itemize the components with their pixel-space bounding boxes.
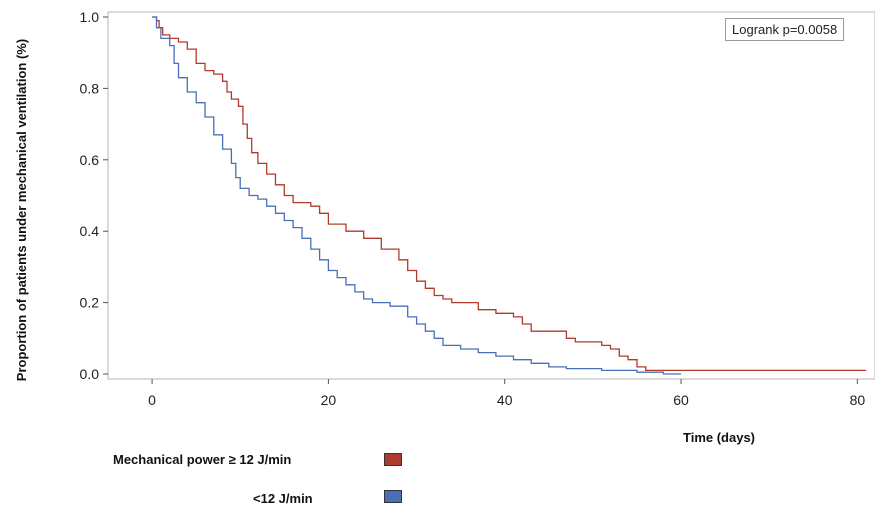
- x-tick-label: 80: [850, 392, 866, 408]
- y-axis-label: Proportion of patients under mechanical …: [14, 38, 29, 382]
- legend-label-high-power: Mechanical power ≥ 12 J/min: [113, 452, 292, 467]
- y-tick-label: 0.4: [80, 223, 100, 239]
- y-tick-label: 0.8: [80, 80, 100, 96]
- series-line-high-power: [152, 16, 867, 372]
- series-line-low-power: [152, 16, 681, 375]
- y-tick-label: 0.6: [80, 152, 100, 168]
- y-tick-label: 0.0: [80, 366, 100, 382]
- legend-label-low-power: <12 J/min: [253, 491, 313, 506]
- series-layer: [152, 16, 867, 375]
- x-tick-label: 20: [321, 392, 337, 408]
- y-tick-label: 0.2: [80, 295, 100, 311]
- y-axis-ticks: 0.0 0.2 0.4 0.6 0.8 1.0: [80, 9, 108, 382]
- x-axis-ticks: 0 20 40 60 80: [148, 379, 865, 408]
- legend-swatch-low-power: [384, 490, 402, 503]
- legend-swatch-high-power: [384, 453, 402, 466]
- x-tick-label: 60: [673, 392, 689, 408]
- plot-area-frame: [107, 11, 875, 380]
- x-axis-label: Time (days): [683, 430, 756, 445]
- x-tick-label: 40: [497, 392, 513, 408]
- y-tick-label: 1.0: [80, 9, 100, 25]
- logrank-annotation: Logrank p=0.0058: [725, 18, 845, 41]
- x-tick-label: 0: [148, 392, 156, 408]
